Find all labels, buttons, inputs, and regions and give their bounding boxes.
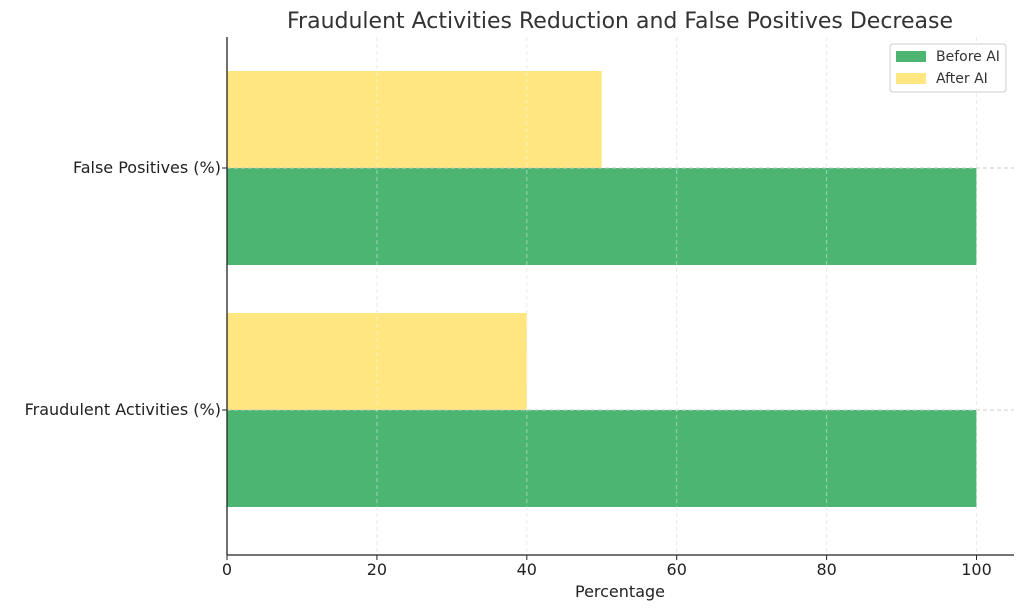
bars [227, 37, 1014, 555]
x-tick-label: 0 [222, 560, 232, 579]
ticks: 0 20 40 60 80 100 Fraudulent Activities (%) Fal… [25, 158, 992, 579]
bar-before-ai-0 [227, 410, 977, 507]
y-tick-label: Fraudulent Activities (%) [25, 400, 221, 419]
bar-before-ai-1 [227, 168, 977, 265]
x-tick-label: 100 [961, 560, 992, 579]
y-tick-label: False Positives (%) [73, 158, 221, 177]
x-tick-label: 20 [367, 560, 387, 579]
x-tick-label: 60 [667, 560, 687, 579]
legend-swatch [896, 73, 926, 84]
x-tick-label: 80 [816, 560, 836, 579]
legend-swatch [896, 51, 926, 62]
bar-after-ai-1 [227, 71, 602, 168]
axes [226, 37, 1014, 556]
x-tick-label: 40 [517, 560, 537, 579]
legend-label: Before AI [936, 49, 1000, 65]
chart-title: Fraudulent Activities Reduction and Fals… [287, 9, 953, 34]
bar-after-ai-0 [227, 313, 527, 410]
legend: Before AI After AI [889, 43, 1007, 93]
legend-label: After AI [936, 71, 988, 87]
x-axis-label: Percentage [575, 582, 665, 601]
